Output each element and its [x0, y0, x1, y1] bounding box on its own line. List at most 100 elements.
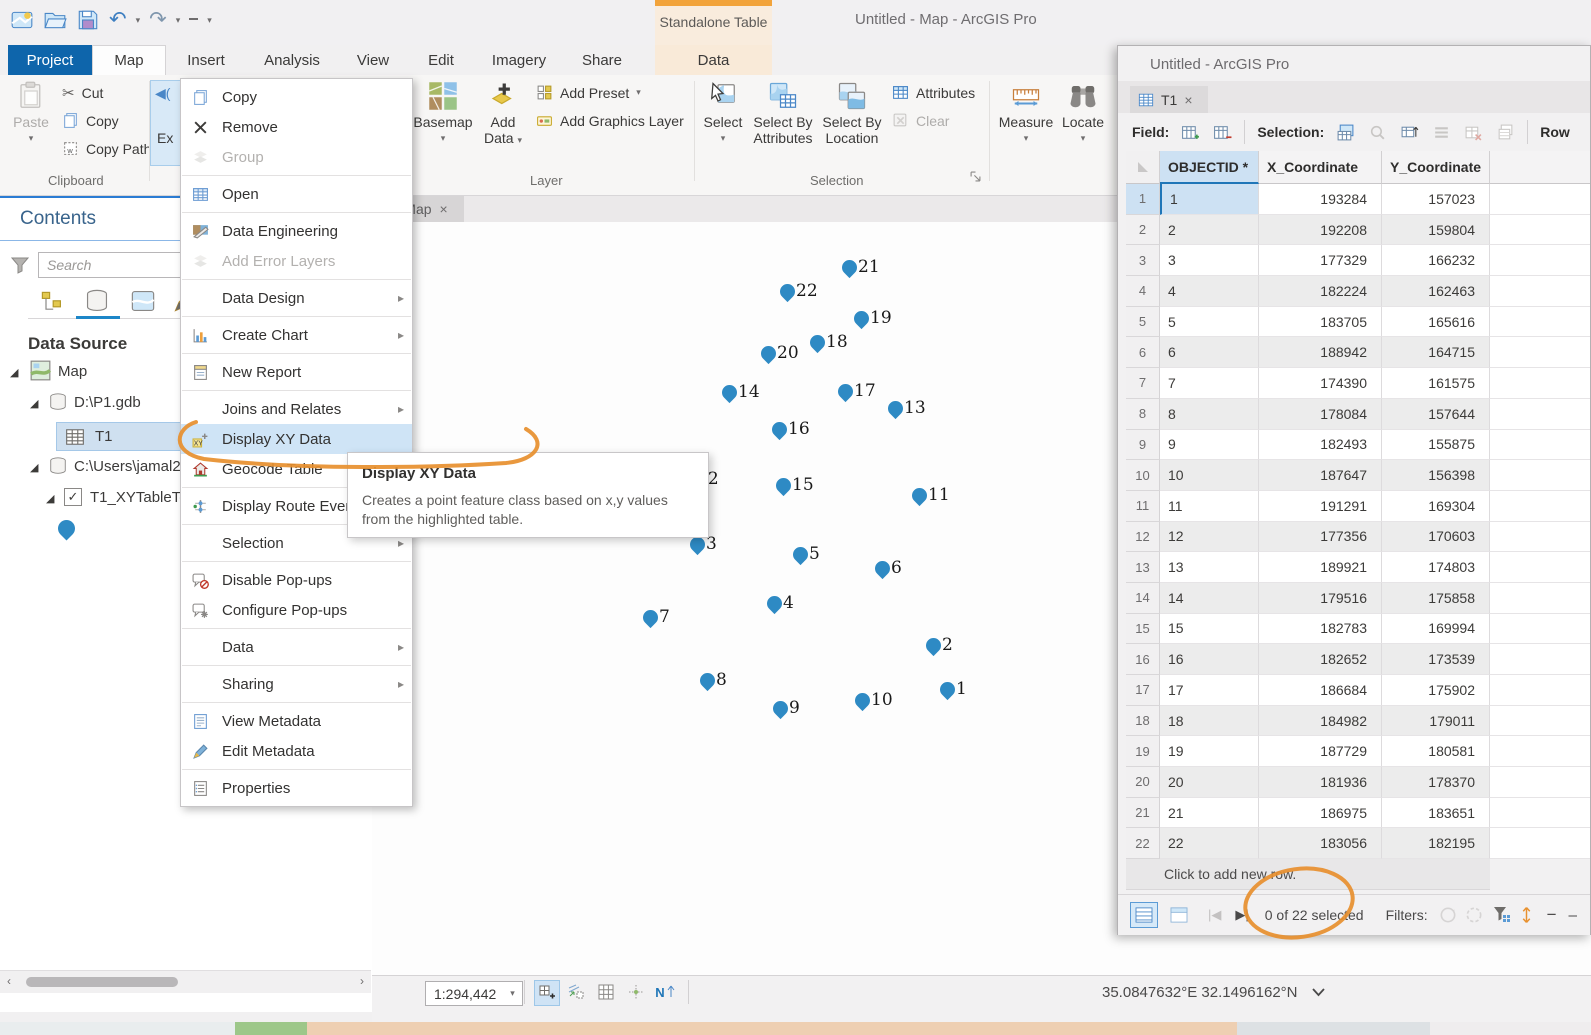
table-cell[interactable]: 14	[1160, 582, 1259, 614]
map-point-5[interactable]: 5	[789, 543, 820, 566]
table-cell[interactable]: 7	[1160, 368, 1259, 399]
row-number[interactable]: 11	[1126, 490, 1160, 522]
select-button[interactable]: Select ▾	[700, 81, 746, 146]
column-header-x[interactable]: X_Coordinate	[1259, 151, 1382, 184]
add-new-row[interactable]: Click to add new row.	[1126, 859, 1490, 890]
map-point-3[interactable]: 3	[686, 533, 717, 556]
table-cell[interactable]: 188942	[1259, 337, 1382, 369]
menu-item-add-error-layers[interactable]: Add Error Layers	[181, 246, 412, 276]
ribbon-tab-analysis[interactable]: Analysis	[264, 51, 320, 69]
table-cell[interactable]: 179516	[1259, 582, 1382, 614]
table-row[interactable]: 17 17 186684 175902	[1126, 675, 1590, 706]
table-cell[interactable]: 169994	[1382, 613, 1490, 645]
menu-item-new-report[interactable]: New Report	[181, 357, 412, 387]
new-project-icon[interactable]	[10, 8, 34, 32]
table-cell[interactable]: 174803	[1382, 552, 1490, 583]
menu-item-joins-and-relates[interactable]: Joins and Relates ▸	[181, 394, 412, 424]
table-tab-t1[interactable]: T1 ×	[1130, 86, 1208, 113]
delete-selection-icon[interactable]	[1464, 123, 1483, 142]
row-number[interactable]: 9	[1126, 429, 1160, 461]
table-cell[interactable]: 178370	[1382, 767, 1490, 798]
corner-cell[interactable]	[1126, 151, 1160, 184]
resize-icon[interactable]: ⎯	[1568, 905, 1578, 924]
table-cell[interactable]: 161575	[1382, 368, 1490, 399]
measure-button[interactable]: Measure ▾	[998, 81, 1054, 146]
table-cell[interactable]: 175902	[1382, 675, 1490, 706]
ribbon-tab-map[interactable]: Map	[92, 45, 166, 75]
row-number[interactable]: 8	[1126, 398, 1160, 430]
minimize-icon[interactable]: −	[1546, 905, 1557, 924]
table-row[interactable]: 14 14 179516 175858	[1126, 582, 1590, 614]
layer-checkbox[interactable]: ✓	[64, 488, 82, 506]
table-row[interactable]: 22 22 183056 182195	[1126, 828, 1590, 860]
undo-dropdown-icon[interactable]: ▾	[135, 14, 141, 25]
column-header-objectid[interactable]: OBJECTID *	[1160, 151, 1259, 184]
map-point-11[interactable]: 11	[908, 484, 950, 507]
dynamic-constraints-icon[interactable]	[624, 980, 648, 1004]
coordinates-readout[interactable]: 35.0847632°E 32.1496162°N	[1102, 984, 1325, 1001]
table-row[interactable]: 7 7 174390 161575	[1126, 368, 1590, 399]
clear-selection-button[interactable]: Clear	[892, 112, 949, 129]
table-cell[interactable]: 189921	[1259, 552, 1382, 583]
table-row[interactable]: 9 9 182493 155875	[1126, 429, 1590, 461]
ribbon-tab-view[interactable]: View	[356, 51, 390, 69]
row-number[interactable]: 1	[1126, 184, 1160, 215]
open-project-icon[interactable]	[43, 8, 67, 32]
table-cell[interactable]: 5	[1160, 306, 1259, 338]
table-cell[interactable]: 11	[1160, 490, 1259, 522]
table-cell[interactable]: 20	[1160, 767, 1259, 798]
table-cell[interactable]: 8	[1160, 398, 1259, 430]
menu-item-create-chart[interactable]: Create Chart ▸	[181, 320, 412, 350]
table-cell[interactable]: 19	[1160, 736, 1259, 768]
list-by-drawing-order-icon[interactable]	[40, 290, 64, 314]
menu-item-data-engineering[interactable]: Data Engineering	[181, 216, 412, 246]
row-number[interactable]: 7	[1126, 368, 1160, 399]
table-cell[interactable]: 178084	[1259, 398, 1382, 430]
menu-item-data-design[interactable]: Data Design ▸	[181, 283, 412, 313]
sort-updown-icon[interactable]	[1520, 905, 1533, 925]
locate-button[interactable]: Locate ▾	[1058, 81, 1108, 146]
undo-icon[interactable]: ↶	[109, 8, 127, 31]
table-row[interactable]: 10 10 187647 156398	[1126, 460, 1590, 491]
ribbon-tab-insert[interactable]: Insert	[187, 51, 225, 69]
layer-symbol-pin[interactable]	[54, 516, 79, 541]
expander-icon[interactable]: ◢	[10, 367, 19, 379]
map-point-1[interactable]: 1	[936, 678, 967, 701]
filter-funnel-icon[interactable]	[10, 254, 30, 276]
tree-item-xy-layer[interactable]: T1_XYTableToPo	[90, 489, 206, 506]
table-cell[interactable]: 182652	[1259, 644, 1382, 675]
table-view-button[interactable]	[1130, 902, 1158, 928]
first-record-button[interactable]: |◀	[1208, 907, 1222, 922]
basemap-button[interactable]: Basemap ▾	[413, 81, 473, 146]
table-cell[interactable]: 157644	[1382, 398, 1490, 430]
table-cell[interactable]: 183651	[1382, 797, 1490, 829]
row-number[interactable]: 13	[1126, 552, 1160, 583]
menu-item-remove[interactable]: Remove	[181, 112, 412, 142]
row-number[interactable]: 17	[1126, 675, 1160, 706]
last-record-button[interactable]: ▶|	[1235, 907, 1249, 922]
menu-item-open[interactable]: Open	[181, 179, 412, 209]
paste-button[interactable]: Paste ▾	[8, 81, 54, 146]
table-cell[interactable]: 17	[1160, 675, 1259, 706]
tree-item-map[interactable]: Map	[58, 363, 88, 380]
table-row[interactable]: 3 3 177329 166232	[1126, 245, 1590, 277]
table-cell[interactable]: 180581	[1382, 736, 1490, 768]
map-point-21[interactable]: 21	[838, 256, 880, 279]
table-cell[interactable]: 165616	[1382, 306, 1490, 338]
table-row[interactable]: 4 4 182224 162463	[1126, 276, 1590, 307]
menu-item-properties[interactable]: Properties	[181, 773, 412, 803]
table-cell[interactable]: 183705	[1259, 306, 1382, 338]
attributes-button[interactable]: Attributes	[892, 84, 975, 101]
table-cell[interactable]: 182224	[1259, 276, 1382, 307]
menu-item-view-metadata[interactable]: View Metadata	[181, 706, 412, 736]
row-number[interactable]: 16	[1126, 644, 1160, 675]
table-row[interactable]: 12 12 177356 170603	[1126, 521, 1590, 553]
table-cell[interactable]: 182783	[1259, 613, 1382, 645]
table-row[interactable]: 11 11 191291 169304	[1126, 490, 1590, 522]
cut-button[interactable]: ✂ Cut	[62, 85, 104, 102]
expander-icon[interactable]: ◢	[46, 493, 55, 505]
table-row[interactable]: 13 13 189921 174803	[1126, 552, 1590, 583]
table-cell[interactable]: 166232	[1382, 245, 1490, 277]
table-row[interactable]: 8 8 178084 157644	[1126, 398, 1590, 430]
tree-item-user-gdb[interactable]: C:\Users\jamal2\A	[74, 458, 195, 475]
